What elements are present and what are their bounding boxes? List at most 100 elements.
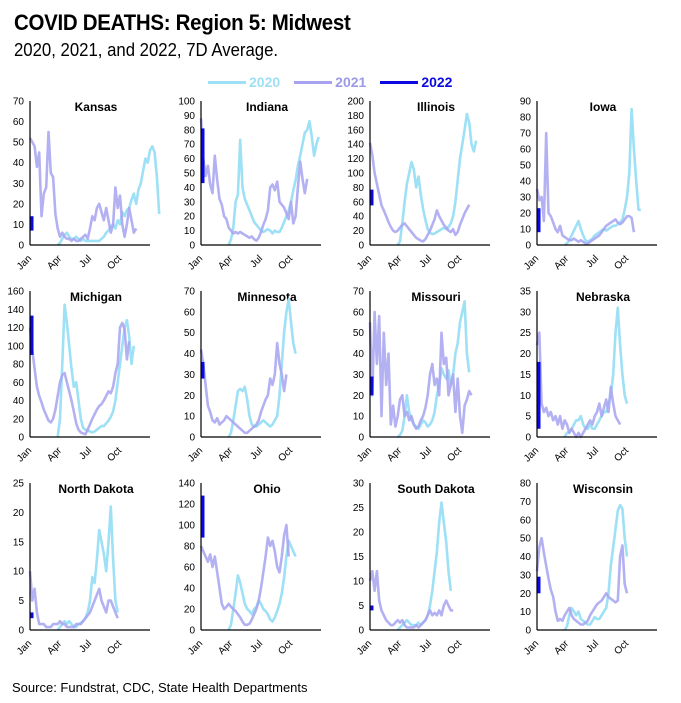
panel-title: Iowa [590,100,617,114]
page-subtitle: 2020, 2021, and 2022, 7D Average. [14,40,279,60]
x-tick-label: Oct [612,445,631,464]
series-line-2020 [563,503,629,631]
y-tick-label: 0 [189,433,195,444]
x-tick-label: Jul [584,445,601,462]
y-tick-label: 160 [7,287,24,298]
x-tick-label: Apr [552,638,571,657]
series-line-2021 [535,331,622,439]
y-tick-label: 0 [18,433,24,444]
x-tick-label: Oct [445,445,464,464]
y-tick-label: 70 [520,497,532,508]
y-tick-label: 90 [184,111,196,122]
y-tick-label: 0 [358,433,364,444]
y-tick-label: 0 [189,241,195,252]
y-tick-label: 70 [520,129,532,140]
y-tick-label: 10 [353,577,365,588]
series-line-2020 [563,107,641,247]
x-tick-label: Oct [105,445,124,464]
y-tick-label: 10 [520,607,532,618]
y-tick-label: 0 [189,626,195,637]
y-tick-label: 60 [13,378,25,389]
series-line-2020 [563,306,629,438]
panel-title: Illinois [417,100,455,114]
y-tick-label: 20 [353,528,365,539]
x-tick-label: Jan [186,445,205,464]
y-tick-label: 160 [347,125,364,136]
x-tick-label: Apr [216,638,235,657]
y-tick-label: 10 [184,226,196,237]
x-tick-label: Jul [417,638,434,655]
y-tick-label: 20 [184,605,196,616]
panel-michigan: 0 20 40 60 80 100 120 140 160 Jan Apr Jul Oct Michiga… [7,287,150,465]
y-tick-label: 120 [178,500,195,511]
x-tick-label: Apr [216,253,235,272]
y-tick-label: 50 [520,161,532,172]
x-tick-label: Apr [385,445,404,464]
y-tick-label: 25 [353,503,365,514]
series-line-2020 [56,505,119,631]
panel-title: South Dakota [397,482,475,496]
series-line-2020 [396,112,478,246]
x-tick-label: Jul [417,445,434,462]
series-line-2021 [199,341,288,435]
x-tick-label: Jul [248,638,265,655]
y-tick-label: 20 [13,508,25,519]
x-tick-label: Jan [15,638,34,657]
y-tick-label: 60 [184,307,196,318]
y-tick-label: 5 [525,412,531,423]
y-tick-label: 60 [353,197,365,208]
panel-iowa: 0 10 20 30 40 50 60 70 80 90 Jan Apr Jul Oct Iowa [520,97,657,273]
x-tick-label: Jan [186,638,205,657]
x-tick-label: Oct [612,253,631,272]
y-tick-label: 35 [520,287,532,298]
panel-ohio: 0 20 40 60 80 100 120 140 Jan Apr Jul Oct Ohio [178,479,321,658]
y-tick-label: 20 [184,391,196,402]
y-tick-label: 15 [520,370,532,381]
y-tick-label: 40 [184,349,196,360]
x-tick-label: Jul [417,253,434,270]
panel-minnesota: 0 10 20 30 40 50 60 70 Jan Apr Jul Oct Minnesota [184,287,321,465]
series-line-2021 [535,536,629,626]
series-line-2021 [199,523,290,627]
y-tick-label: 10 [353,412,365,423]
y-tick-label: 50 [353,328,365,339]
y-tick-label: 80 [520,113,532,124]
y-tick-label: 60 [13,117,25,128]
y-tick-label: 60 [520,145,532,156]
y-tick-label: 200 [347,97,364,108]
legend-item-2021: 2021 [294,74,366,90]
y-tick-label: 140 [178,479,195,490]
x-tick-label: Jan [355,638,374,657]
y-tick-label: 40 [520,552,532,563]
x-tick-label: Apr [385,253,404,272]
y-tick-label: 20 [13,414,25,425]
y-tick-label: 20 [353,226,365,237]
legend-label-2021: 2021 [335,74,367,90]
y-tick-label: 0 [525,626,531,637]
y-tick-label: 70 [353,287,365,298]
y-tick-label: 100 [178,97,195,108]
y-tick-label: 80 [13,360,25,371]
legend-label-2020: 2020 [249,74,281,90]
y-tick-label: 30 [520,193,532,204]
series-line-2021 [28,571,119,629]
y-tick-label: 20 [353,391,365,402]
series-line-2020 [227,539,297,631]
y-tick-label: 20 [184,212,196,223]
y-tick-label: 50 [520,534,532,545]
panel-title: Michigan [70,290,122,304]
panel-wisconsin: 0 10 20 30 40 50 60 70 80 Jan Apr Jul Oct Wisconsin [520,479,657,658]
legend-swatch-2021 [294,80,333,84]
x-tick-label: Oct [276,253,295,272]
x-tick-label: Jul [584,253,601,270]
panel-north-dakota: 0 5 10 15 20 25 Jan Apr Jul Oct North Dakota [13,479,150,658]
y-tick-label: 40 [184,183,196,194]
y-tick-label: 30 [353,479,365,490]
y-tick-label: 70 [184,140,196,151]
y-tick-label: 30 [13,179,25,190]
y-tick-label: 140 [7,305,24,316]
x-tick-label: Jul [584,638,601,655]
panel-title: Ohio [253,482,280,496]
y-tick-label: 60 [184,154,196,165]
